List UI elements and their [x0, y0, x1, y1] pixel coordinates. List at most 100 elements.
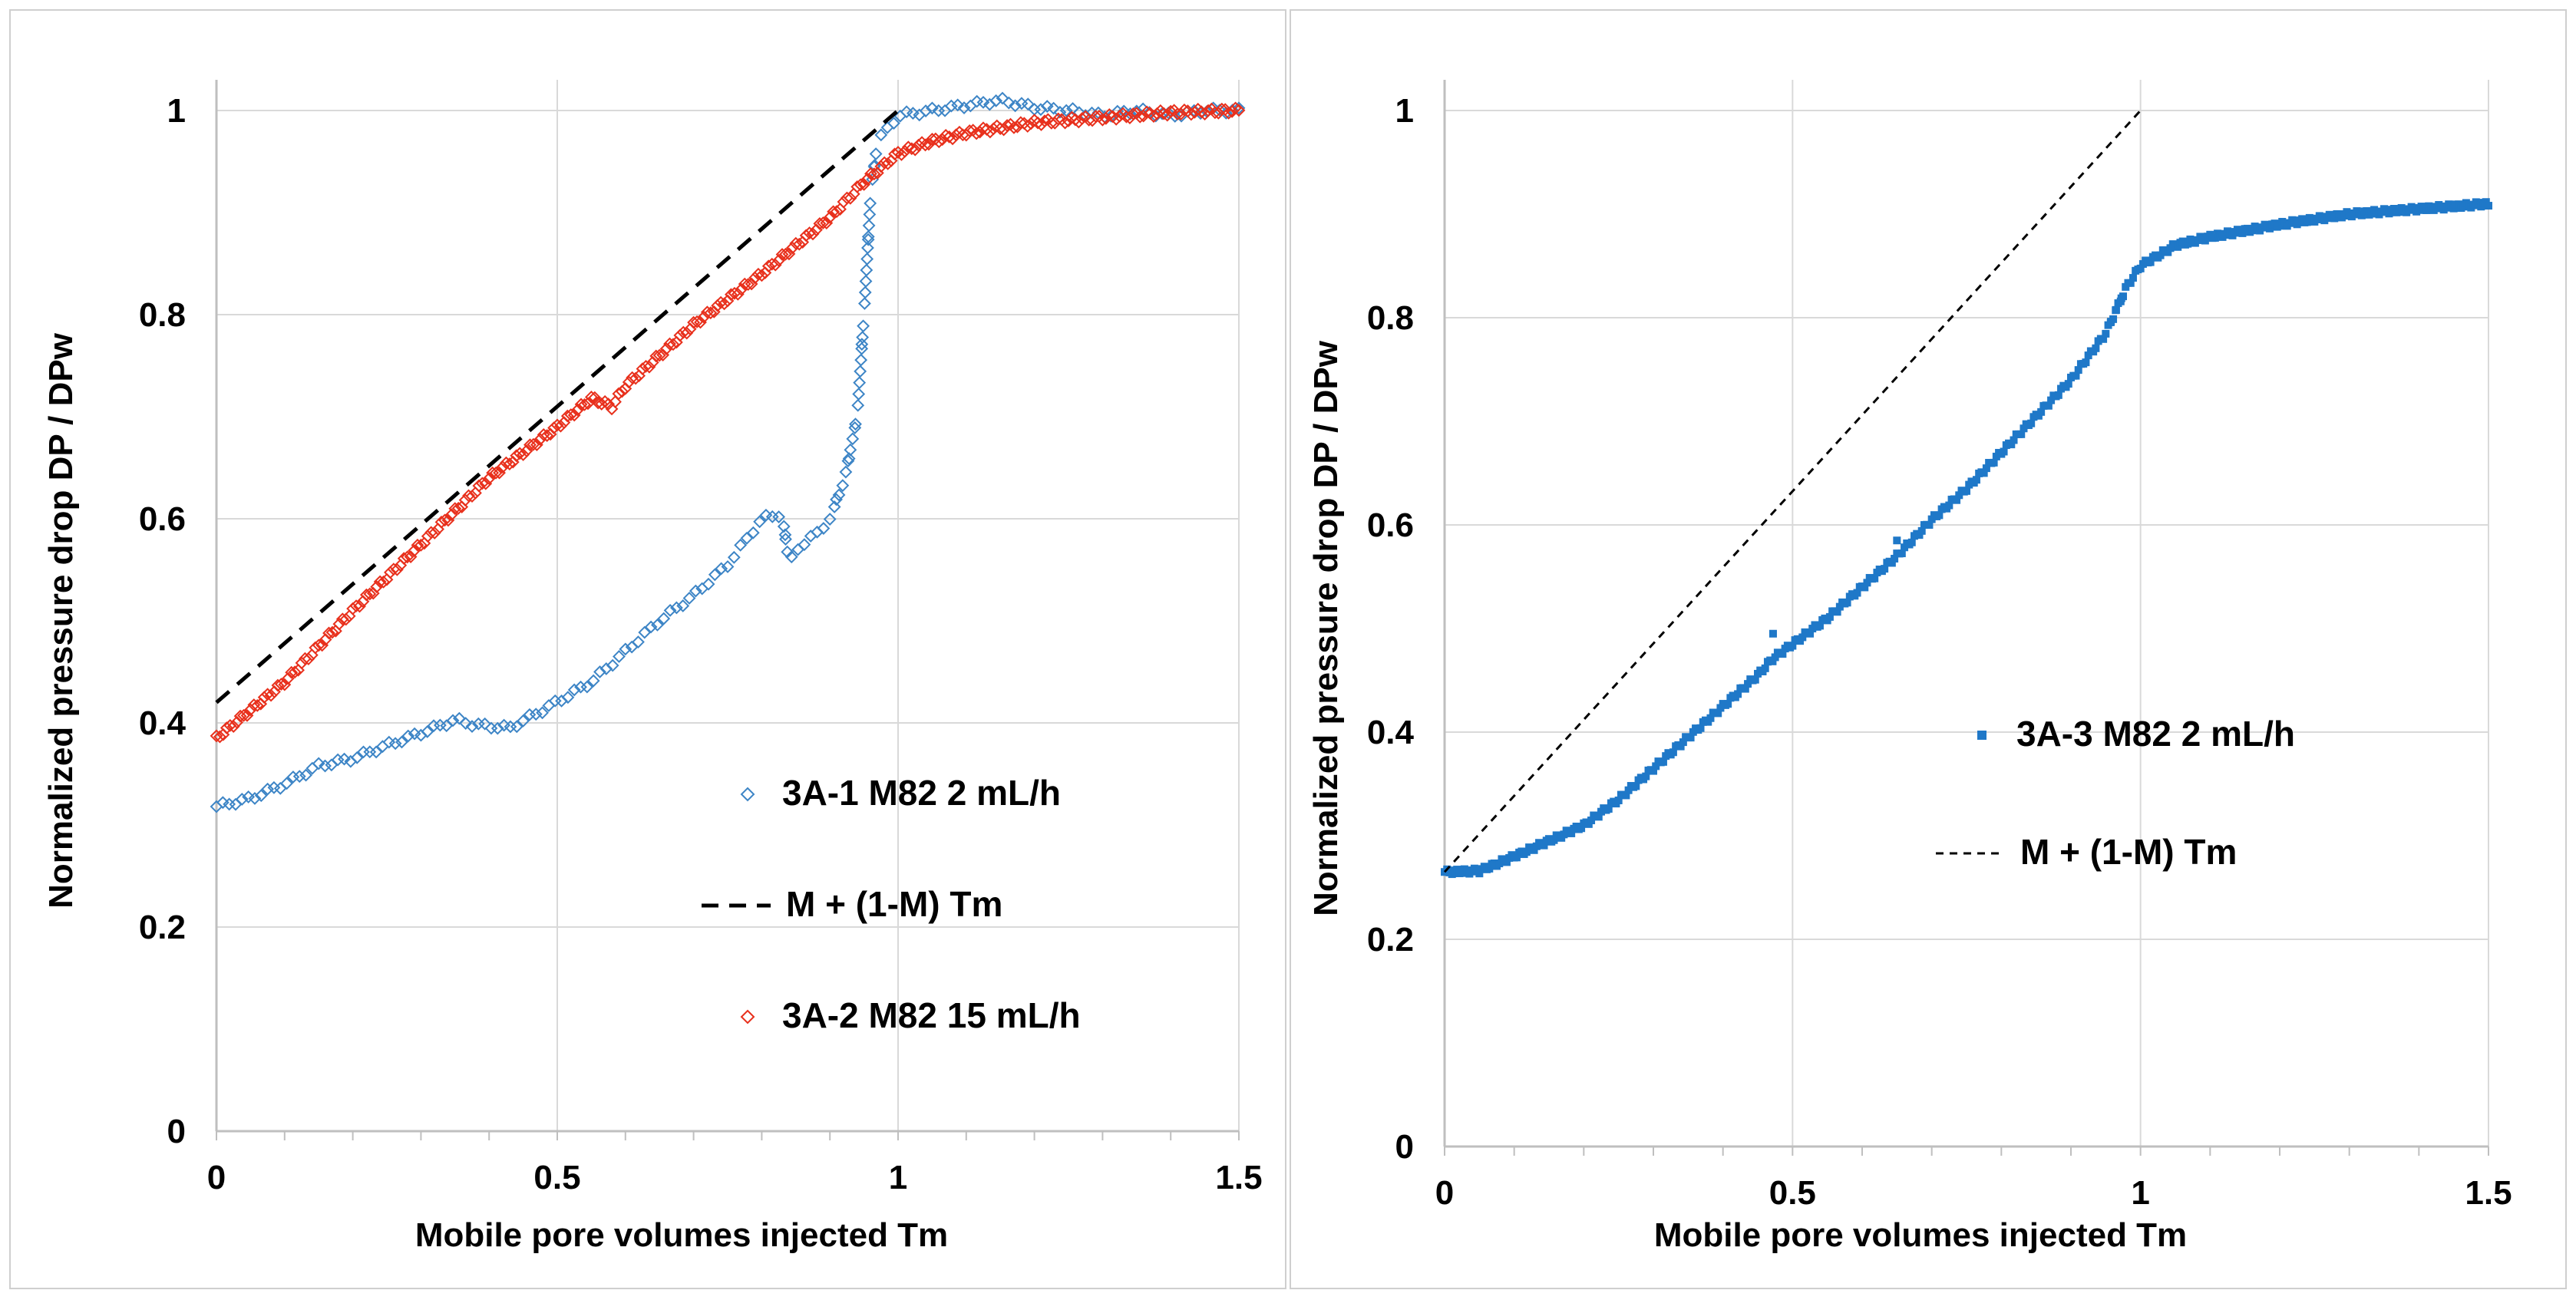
data-point — [2112, 305, 2120, 314]
data-point — [1014, 116, 1028, 130]
data-point — [2007, 440, 2016, 449]
data-point — [353, 599, 366, 613]
data-point — [2367, 210, 2376, 218]
data-point — [649, 349, 663, 363]
data-point — [779, 247, 792, 261]
data-point — [1669, 748, 1677, 757]
data-point — [629, 371, 642, 385]
data-point — [2422, 206, 2431, 214]
data-point — [1007, 120, 1021, 134]
data-point — [1724, 700, 1732, 708]
data-point — [857, 177, 871, 191]
data-point — [2293, 220, 2301, 229]
data-point — [1614, 797, 1623, 805]
data-point — [1177, 103, 1191, 117]
data-point — [1798, 633, 1807, 642]
data-point — [932, 135, 946, 149]
data-point — [434, 515, 448, 529]
data-point — [855, 338, 869, 351]
y-axis-title: Normalized pressure drop DP / DPw — [1307, 340, 1345, 916]
data-point — [1696, 724, 1705, 732]
legend: 3A-3 M82 2 mL/h M + (1-M) Tm — [1936, 714, 2295, 872]
data-point — [325, 625, 339, 639]
data-point — [536, 706, 549, 720]
data-point — [2174, 243, 2182, 251]
y-tick-label: 0.2 — [1367, 921, 1414, 959]
y-axis-title: Normalized pressure drop DP / DPw — [42, 332, 80, 909]
data-point — [1833, 608, 1841, 616]
data-point — [1512, 853, 1521, 862]
data-point — [1000, 119, 1014, 132]
data-point — [636, 362, 649, 376]
data-point — [820, 216, 834, 230]
data-point — [682, 592, 696, 605]
data-point — [792, 237, 806, 251]
data-point — [210, 729, 223, 743]
data-point — [2395, 208, 2403, 216]
data-point — [751, 267, 765, 281]
data-point — [1901, 543, 1909, 552]
data-point — [527, 437, 540, 451]
data-point — [946, 132, 959, 146]
data-point — [784, 550, 798, 564]
data-point — [1550, 836, 1558, 844]
data-point — [1706, 714, 1715, 722]
data-point — [702, 577, 715, 591]
data-point — [250, 698, 264, 712]
data-point — [451, 501, 465, 515]
data-point — [827, 205, 841, 219]
data-point — [848, 421, 862, 434]
data-point — [680, 326, 694, 340]
data-point — [438, 513, 451, 527]
data-point — [1137, 109, 1151, 123]
data-point — [606, 658, 619, 672]
data-point — [240, 708, 254, 722]
x-axis-title: Mobile pore volumes injected Tm — [415, 1216, 948, 1254]
data-point — [1577, 824, 1586, 833]
data-point — [789, 236, 803, 250]
data-point — [1157, 107, 1171, 120]
data-point — [673, 328, 687, 342]
data-point — [408, 544, 421, 558]
chart-left: 0 0.2 0.4 0.6 0.8 1 0 0.5 1 1.5 Mobile pore volume… — [42, 80, 1263, 1254]
data-point — [619, 642, 632, 656]
data-point — [925, 101, 939, 115]
data-point — [489, 466, 503, 480]
data-point — [2276, 222, 2284, 230]
data-point — [694, 315, 707, 329]
data-point — [1021, 120, 1035, 133]
data-point — [849, 417, 862, 431]
data-point — [1788, 642, 1797, 650]
data-point — [1881, 565, 1889, 573]
data-point — [441, 513, 455, 527]
y-tick-label: 0.8 — [139, 296, 186, 334]
data-point — [2201, 236, 2209, 245]
data-point — [395, 735, 408, 749]
data-point — [510, 449, 523, 463]
data-point — [863, 208, 877, 221]
y-tick-label: 0.2 — [139, 909, 186, 946]
data-point — [523, 708, 537, 721]
data-point — [1652, 762, 1660, 770]
outlier-point — [1893, 536, 1901, 545]
data-point — [1863, 579, 1871, 587]
data-point — [846, 432, 860, 446]
data-point — [823, 513, 837, 526]
data-point — [1990, 458, 1998, 467]
data-point — [976, 95, 990, 109]
data-point — [459, 717, 473, 730]
legend-marker — [1977, 731, 1986, 740]
data-point — [309, 641, 322, 655]
data-point — [338, 752, 351, 766]
y-tick-label: 0.4 — [139, 704, 187, 742]
data-point — [1072, 115, 1085, 129]
data-point — [503, 457, 517, 470]
data-point — [550, 418, 564, 432]
data-point — [2303, 218, 2311, 226]
data-point — [1891, 554, 1899, 563]
data-point — [908, 143, 922, 157]
data-point — [1604, 805, 1613, 813]
data-point — [427, 719, 441, 733]
data-point — [322, 626, 335, 640]
data-point — [841, 454, 855, 468]
